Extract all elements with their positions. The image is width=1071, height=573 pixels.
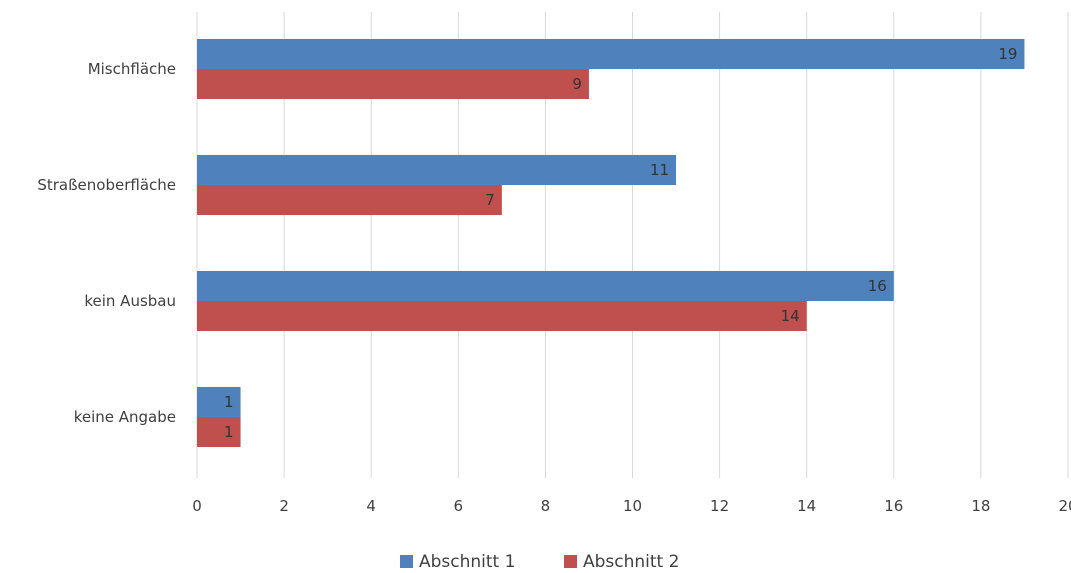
x-tick-label: 18 (971, 497, 990, 515)
category-label: Mischfläche (88, 60, 176, 78)
data-label: 11 (650, 161, 669, 179)
bar (197, 387, 241, 417)
x-axis-tick-labels: 0 2 4 6 8 10 12 14 16 18 20 (192, 497, 1071, 515)
x-tick-label: 0 (192, 497, 202, 515)
bar (197, 39, 1025, 69)
legend-swatch (564, 555, 577, 568)
bar (197, 185, 502, 215)
category-labels: Mischfläche Straßenoberfläche kein Ausbau k… (37, 60, 176, 426)
data-label: 16 (868, 277, 887, 295)
x-tick-label: 8 (541, 497, 551, 515)
legend-label: Abschnitt 1 (419, 552, 515, 572)
bar (197, 271, 894, 301)
data-label: 19 (998, 45, 1017, 63)
category-label: keine Angabe (74, 408, 176, 426)
bar (197, 69, 589, 99)
x-tick-label: 4 (366, 497, 376, 515)
data-label: 9 (572, 75, 582, 93)
x-tick-label: 14 (797, 497, 816, 515)
bar (197, 155, 677, 185)
x-tick-label: 20 (1058, 497, 1071, 515)
bar (197, 417, 241, 447)
data-label: 7 (485, 191, 495, 209)
data-label: 14 (781, 307, 800, 325)
data-label: 1 (224, 423, 234, 441)
x-tick-label: 12 (710, 497, 729, 515)
legend-swatch (400, 555, 413, 568)
x-tick-label: 16 (884, 497, 903, 515)
x-tick-label: 10 (623, 497, 642, 515)
x-tick-label: 6 (454, 497, 464, 515)
x-tick-label: 2 (279, 497, 289, 515)
legend-label: Abschnitt 2 (583, 552, 679, 572)
bar (197, 301, 807, 331)
category-label: kein Ausbau (84, 292, 176, 310)
data-label: 1 (224, 393, 234, 411)
category-label: Straßenoberfläche (37, 176, 176, 194)
legend: Abschnitt 1 Abschnitt 2 (400, 552, 679, 572)
